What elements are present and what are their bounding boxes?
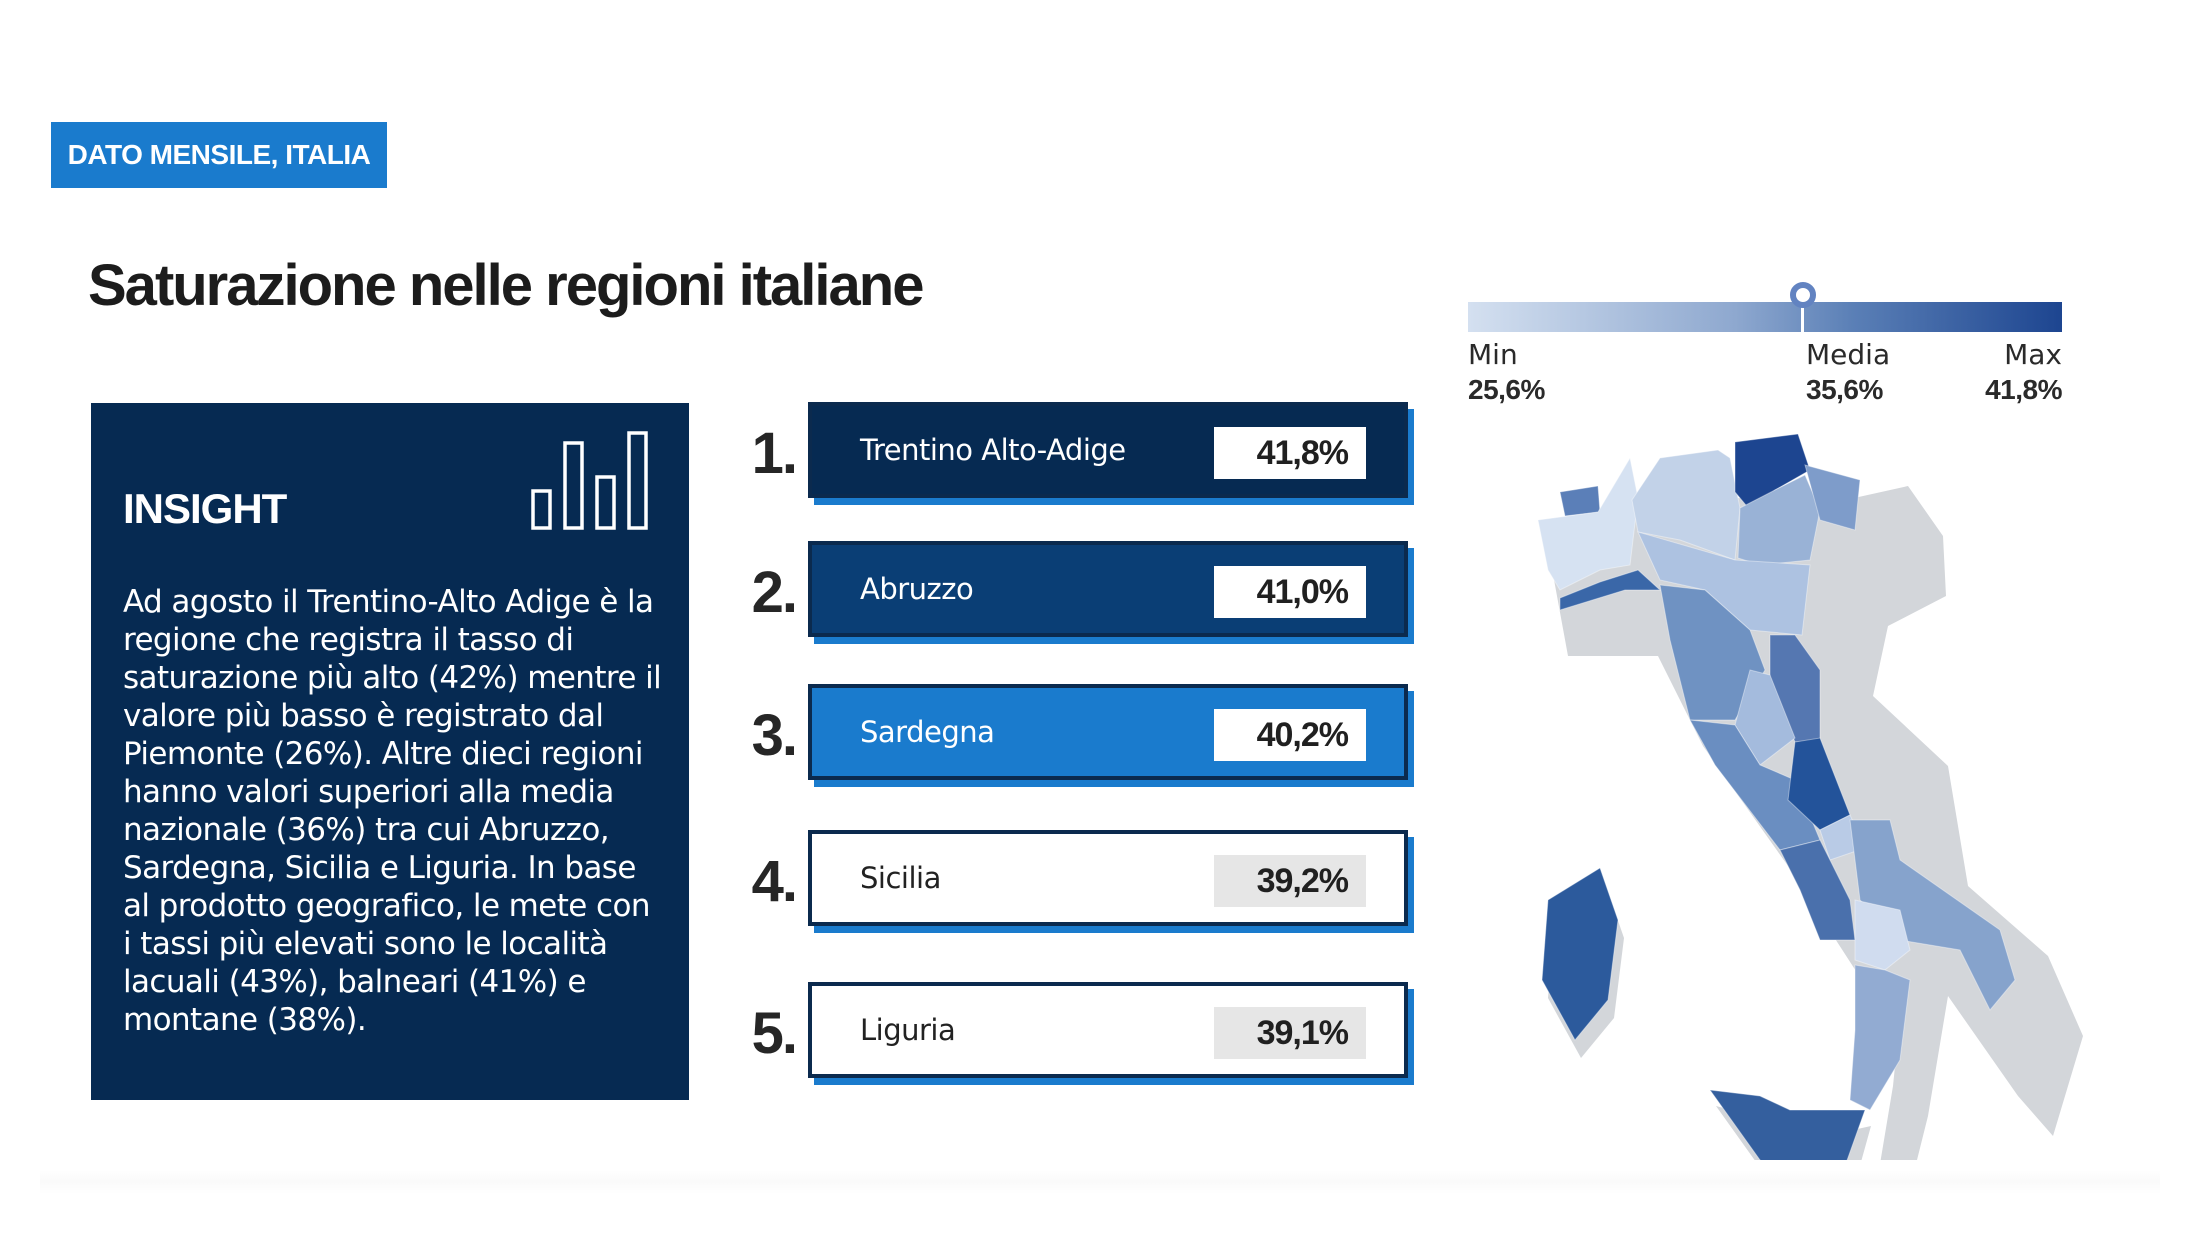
region-name: Abruzzo [860, 572, 974, 606]
rank-bar: Sicilia 39,2% [808, 830, 1408, 926]
region-umbria [1734, 669, 1796, 766]
bar-chart-icon [531, 431, 648, 530]
rank-number: 3. [751, 703, 798, 768]
page-title: Saturazione nelle regioni italiane [88, 253, 924, 318]
region-basilicata [1854, 899, 1911, 971]
region-name: Sicilia [860, 861, 941, 895]
min-value: 25,6% [1468, 374, 1545, 405]
mean-marker-icon [1790, 282, 1816, 308]
italy-choropleth-map [1537, 433, 2083, 1160]
rank-number: 4. [751, 849, 798, 914]
rank-bar: Trentino Alto-Adige 41,8% [808, 402, 1408, 498]
rank-bar: Sardegna 40,2% [808, 684, 1408, 780]
ranking-item: 5. Liguria 39,1% [730, 982, 1420, 1082]
rank-number: 5. [751, 1001, 798, 1066]
region-name: Trentino Alto-Adige [860, 433, 1126, 467]
insight-heading: INSIGHT [123, 485, 287, 532]
region-sicilia [1708, 1089, 1866, 1160]
rank-number: 1. [751, 421, 798, 486]
region-veneto [1737, 474, 1821, 566]
rank-bar: Abruzzo 41,0% [808, 541, 1408, 637]
map-regions [1537, 433, 2016, 1160]
rank-bar: Liguria 39,1% [808, 982, 1408, 1078]
region-name: Liguria [860, 1013, 956, 1047]
region-emilia-romagna [1637, 531, 1811, 636]
region-value: 41,8% [1214, 427, 1366, 479]
region-value: 40,2% [1214, 709, 1366, 761]
bottom-divider [40, 1170, 2160, 1194]
max-label: Max [2004, 338, 2062, 371]
region-calabria [1849, 964, 1911, 1111]
mean-value: 35,6% [1806, 374, 1883, 405]
color-scale-legend: Min 25,6% Media 35,6% Max 41,8% [1468, 282, 2062, 412]
category-tag: DATO MENSILE, ITALIA [51, 122, 387, 188]
mean-marker-stem [1801, 306, 1804, 332]
mean-label: Media [1806, 338, 1891, 371]
min-label: Min [1468, 338, 1518, 371]
insight-panel: INSIGHT Ad agosto il Trentino-Alto Adige… [91, 403, 689, 1100]
region-sardegna [1541, 867, 1619, 1041]
region-name: Sardegna [860, 715, 995, 749]
region-value: 39,1% [1214, 1007, 1366, 1059]
region-valle-d-aosta [1559, 485, 1601, 517]
ranking-item: 3. Sardegna 40,2% [730, 684, 1420, 784]
ranking-item: 1. Trentino Alto-Adige 41,8% [730, 402, 1420, 502]
region-value: 41,0% [1214, 566, 1366, 618]
rank-number: 2. [751, 560, 798, 625]
region-friuli [1804, 464, 1861, 531]
insight-text: Ad agosto il Trentino-Alto Adige è la re… [123, 584, 662, 1038]
max-value: 41,8% [1985, 374, 2062, 405]
gradient-bar [1468, 302, 2062, 332]
ranking-item: 4. Sicilia 39,2% [730, 830, 1420, 930]
region-piemonte [1537, 456, 1639, 591]
region-liguria [1559, 569, 1662, 611]
region-campania [1779, 839, 1856, 941]
ranking-item: 2. Abruzzo 41,0% [730, 541, 1420, 641]
region-value: 39,2% [1214, 855, 1366, 907]
